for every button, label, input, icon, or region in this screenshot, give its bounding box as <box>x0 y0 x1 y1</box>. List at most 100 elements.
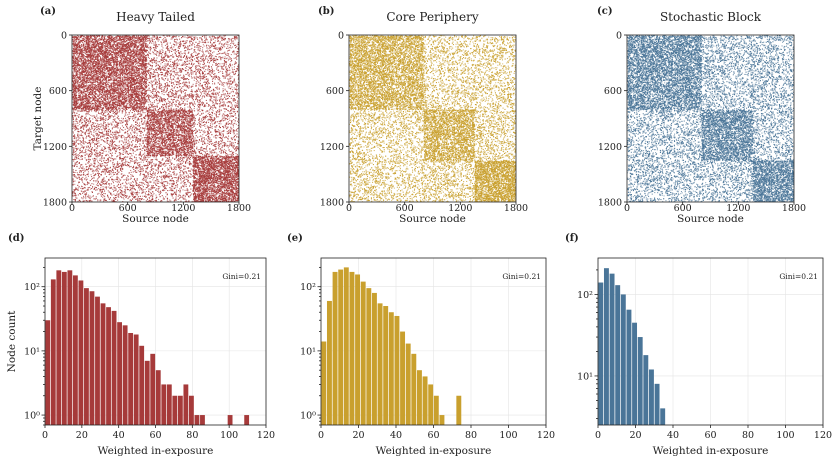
edge-dots <box>72 35 239 202</box>
bar <box>360 281 366 425</box>
x-tick-label: 1800 <box>504 203 528 214</box>
chart-title: Heavy Tailed <box>116 10 195 24</box>
x-tick-label: 120 <box>537 430 555 441</box>
bar <box>89 291 95 425</box>
bar <box>332 271 338 425</box>
bar <box>139 345 145 425</box>
y-tick-label: 10⁰ <box>24 411 40 422</box>
y-axis-label: Target node <box>32 87 44 151</box>
bar <box>95 296 100 425</box>
bar <box>416 370 422 425</box>
bar <box>405 343 411 425</box>
panel-letter: (b) <box>318 6 334 17</box>
bar <box>150 353 156 425</box>
bar <box>244 415 250 425</box>
x-tick-label: 60 <box>427 430 439 441</box>
bar <box>615 285 621 425</box>
bar <box>632 322 638 425</box>
bar <box>106 307 111 425</box>
bar <box>144 360 150 425</box>
plot-frame <box>348 34 517 203</box>
bar <box>194 415 200 425</box>
bar <box>189 395 194 425</box>
x-tick-label: 100 <box>776 430 794 441</box>
y-tick-label: 0 <box>616 31 622 42</box>
bar <box>371 292 377 425</box>
bar <box>50 279 56 425</box>
bar <box>155 370 161 425</box>
bar <box>411 353 417 425</box>
bar <box>78 280 84 425</box>
y-tick-label: 10² <box>24 282 40 293</box>
bar <box>603 268 609 425</box>
y-axis-label: Node count <box>6 310 18 373</box>
x-tick-label: 40 <box>390 430 402 441</box>
x-tick-label: 40 <box>667 430 679 441</box>
bar <box>598 282 604 425</box>
bar <box>428 384 434 425</box>
bar <box>422 376 428 425</box>
edge-dots <box>349 35 516 202</box>
bar <box>117 322 122 425</box>
bar <box>56 270 62 425</box>
x-axis-label: Source node <box>677 213 744 225</box>
x-tick-label: 100 <box>499 430 517 441</box>
x-tick-label: 120 <box>257 430 275 441</box>
x-axis-label: Source node <box>399 213 466 225</box>
bar <box>349 271 355 425</box>
histogram-panel-3: 0 20 40 60 80 100 120 10¹ 10² (f) Gini=0.21 Weighte… <box>565 233 832 457</box>
bar <box>433 395 439 425</box>
y-tick-label: 0 <box>338 31 344 42</box>
bar <box>620 294 626 425</box>
bar <box>637 337 643 425</box>
bar <box>326 300 332 425</box>
bar <box>321 341 327 425</box>
x-tick-label: 1200 <box>448 203 472 214</box>
x-tick-label: 600 <box>119 203 137 214</box>
y-tick-label: 0 <box>61 31 67 42</box>
panel-letter: (f) <box>565 233 579 244</box>
x-tick-label: 1800 <box>227 203 251 214</box>
bar <box>227 415 233 425</box>
x-tick-label: 1200 <box>726 203 750 214</box>
x-axis-label: Source node <box>122 213 189 225</box>
x-tick-label: 80 <box>465 430 477 441</box>
bar <box>128 332 134 425</box>
bars <box>598 268 666 425</box>
x-axis-label: Weighted in-exposure <box>376 445 492 457</box>
bar <box>172 395 178 425</box>
chart-title: Core Periphery <box>386 10 479 24</box>
x-tick-label: 60 <box>149 430 161 441</box>
bar <box>111 310 117 425</box>
bar <box>400 331 406 425</box>
bar <box>200 415 205 425</box>
x-tick-label: 600 <box>396 203 414 214</box>
bar <box>177 395 183 425</box>
bar <box>383 306 389 425</box>
bar <box>166 384 172 425</box>
bar <box>122 325 128 425</box>
x-tick-label: 20 <box>629 430 641 441</box>
x-tick-label: 0 <box>624 203 630 214</box>
panel-letter: (a) <box>40 6 56 17</box>
gini-annotation: Gini=0.21 <box>779 272 818 281</box>
plot-frame <box>71 34 240 203</box>
bar <box>343 267 349 425</box>
bar <box>133 334 139 425</box>
y-tick-label: 10⁰ <box>300 411 316 422</box>
bar <box>394 315 400 425</box>
bar <box>67 270 73 425</box>
x-tick-label: 20 <box>352 430 364 441</box>
bar <box>72 275 78 425</box>
y-tick-label: 1800 <box>320 198 344 209</box>
x-tick-label: 0 <box>595 430 601 441</box>
y-tick-label: 1800 <box>598 198 622 209</box>
y-tick-label: 10¹ <box>577 371 593 382</box>
bar <box>183 384 189 425</box>
histogram-panel-2: 0 20 40 60 80 100 120 10⁰ 10¹ 10² (e) Gini=0.21 Weig… <box>287 233 555 457</box>
y-tick-label: 1800 <box>43 198 67 209</box>
